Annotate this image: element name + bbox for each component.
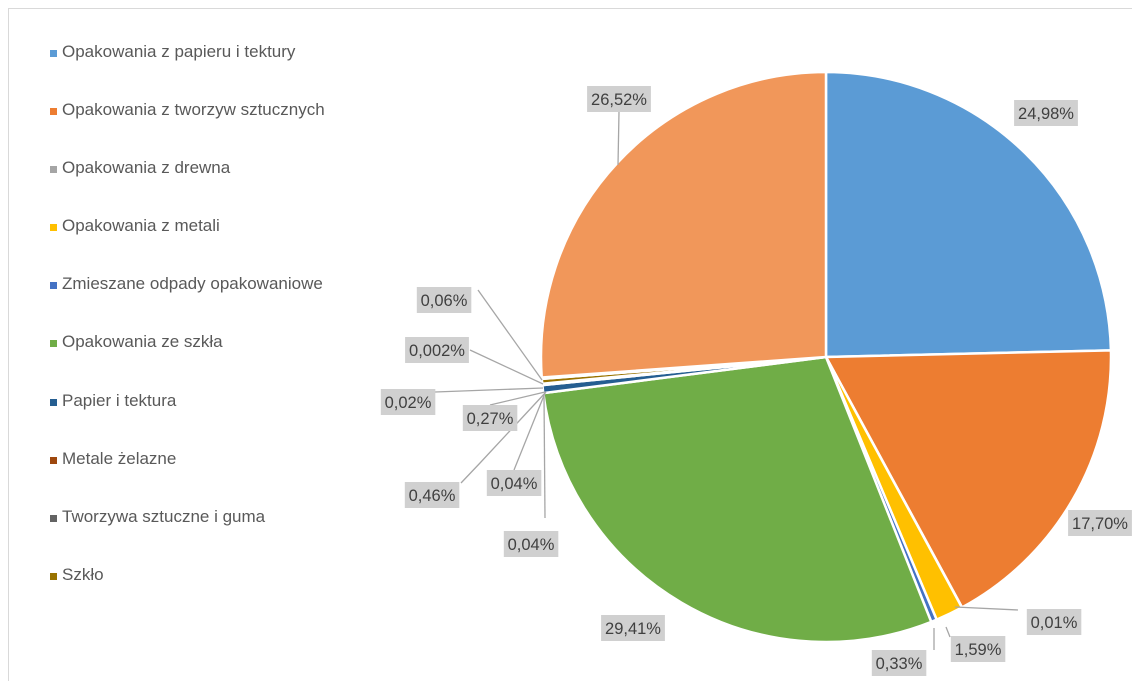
data-label-background (405, 337, 469, 363)
legend-swatch (50, 224, 57, 232)
leader-line (477, 289, 543, 381)
data-labels: 24,98% 17,70% 0,01% 1,59% 0,33% 29,41% 0,46% 0,… (380, 86, 1132, 676)
data-label-background (503, 531, 559, 557)
data-label: 0,46% (409, 487, 456, 505)
legend-label: Opakowania z tworzyw sztucznych (62, 100, 325, 120)
data-label: 17,70% (1072, 515, 1128, 533)
data-label: 24,98% (1018, 105, 1074, 123)
legend-swatch (50, 514, 57, 522)
legend-label: Metale żelazne (62, 448, 177, 468)
data-label: 26,52% (591, 91, 647, 109)
legend-swatch (50, 456, 57, 464)
leader-line (543, 394, 546, 519)
legend-item: Szkło (50, 563, 325, 621)
data-label-background (871, 650, 927, 676)
data-label: 1,59% (955, 641, 1002, 659)
legend-swatch (50, 340, 57, 348)
leader-line (489, 391, 546, 406)
leader-line (460, 391, 547, 484)
data-label: 0,04% (508, 536, 555, 554)
legend-item: Papier i tektura (50, 389, 325, 447)
data-label-background (1014, 100, 1078, 126)
pie-slice (539, 70, 828, 379)
legend-label: Tworzywa sztuczne i guma (62, 506, 266, 526)
data-label-background (1068, 510, 1132, 536)
legend-label: Opakowania ze szkła (62, 332, 223, 352)
legend-item: Zmieszane odpady opakowaniowe (50, 272, 325, 330)
data-label: 0,02% (385, 394, 432, 412)
legend-swatch (50, 282, 57, 290)
legend-item: Opakowania z papieru i tektury (50, 40, 325, 98)
pie-slices (539, 70, 1113, 644)
legend-swatch (50, 166, 57, 174)
data-label: 0,27% (467, 410, 514, 428)
leader-line (945, 626, 951, 638)
pie-slice (824, 70, 1113, 359)
leader-line (513, 392, 546, 471)
data-label-background (380, 389, 436, 415)
legend-item: Opakowania z metali (50, 214, 325, 272)
data-label: 29,41% (605, 620, 661, 638)
data-label: 0,01% (1031, 614, 1078, 632)
legend-label: Szkło (62, 564, 104, 584)
legend-swatch (50, 108, 57, 116)
data-label-background (404, 482, 460, 508)
legend-swatch (50, 572, 57, 580)
legend-label: Opakowania z drewna (62, 158, 231, 178)
pie-slice (824, 349, 1113, 609)
legend-swatch (50, 398, 57, 406)
legend-label: Zmieszane odpady opakowaniowe (62, 274, 323, 294)
data-label: 0,33% (876, 655, 923, 673)
legend-item: Opakowania z tworzyw sztucznych (50, 98, 325, 156)
chart-area (8, 8, 1132, 681)
legend-item: Opakowania ze szkła (50, 330, 325, 388)
data-label: 0,002% (409, 342, 465, 360)
legend-item: Opakowania z drewna (50, 156, 325, 214)
leader-line (617, 111, 620, 166)
legend: Opakowania z papieru i tektury Opakowania… (50, 40, 325, 621)
data-label-background (416, 287, 472, 313)
leader-line (954, 606, 1019, 611)
legend-label: Opakowania z metali (62, 216, 220, 236)
data-label-background (1026, 609, 1082, 635)
legend-item: Tworzywa sztuczne i guma (50, 505, 325, 563)
legend-swatch (50, 50, 57, 57)
data-label-background (462, 405, 518, 431)
leader-line (434, 387, 544, 393)
data-label: 0,06% (421, 292, 468, 310)
data-label-background (486, 470, 542, 496)
pie-slice (542, 355, 933, 644)
data-label-background (950, 636, 1006, 662)
data-label: 0,04% (491, 475, 538, 493)
legend-label: Papier i tektura (62, 390, 177, 410)
data-label-background (601, 615, 665, 641)
legend-label: Opakowania z papieru i tektury (62, 42, 296, 61)
data-label-background (587, 86, 651, 112)
leader-line (469, 349, 544, 385)
legend-item: Metale żelazne (50, 447, 325, 505)
